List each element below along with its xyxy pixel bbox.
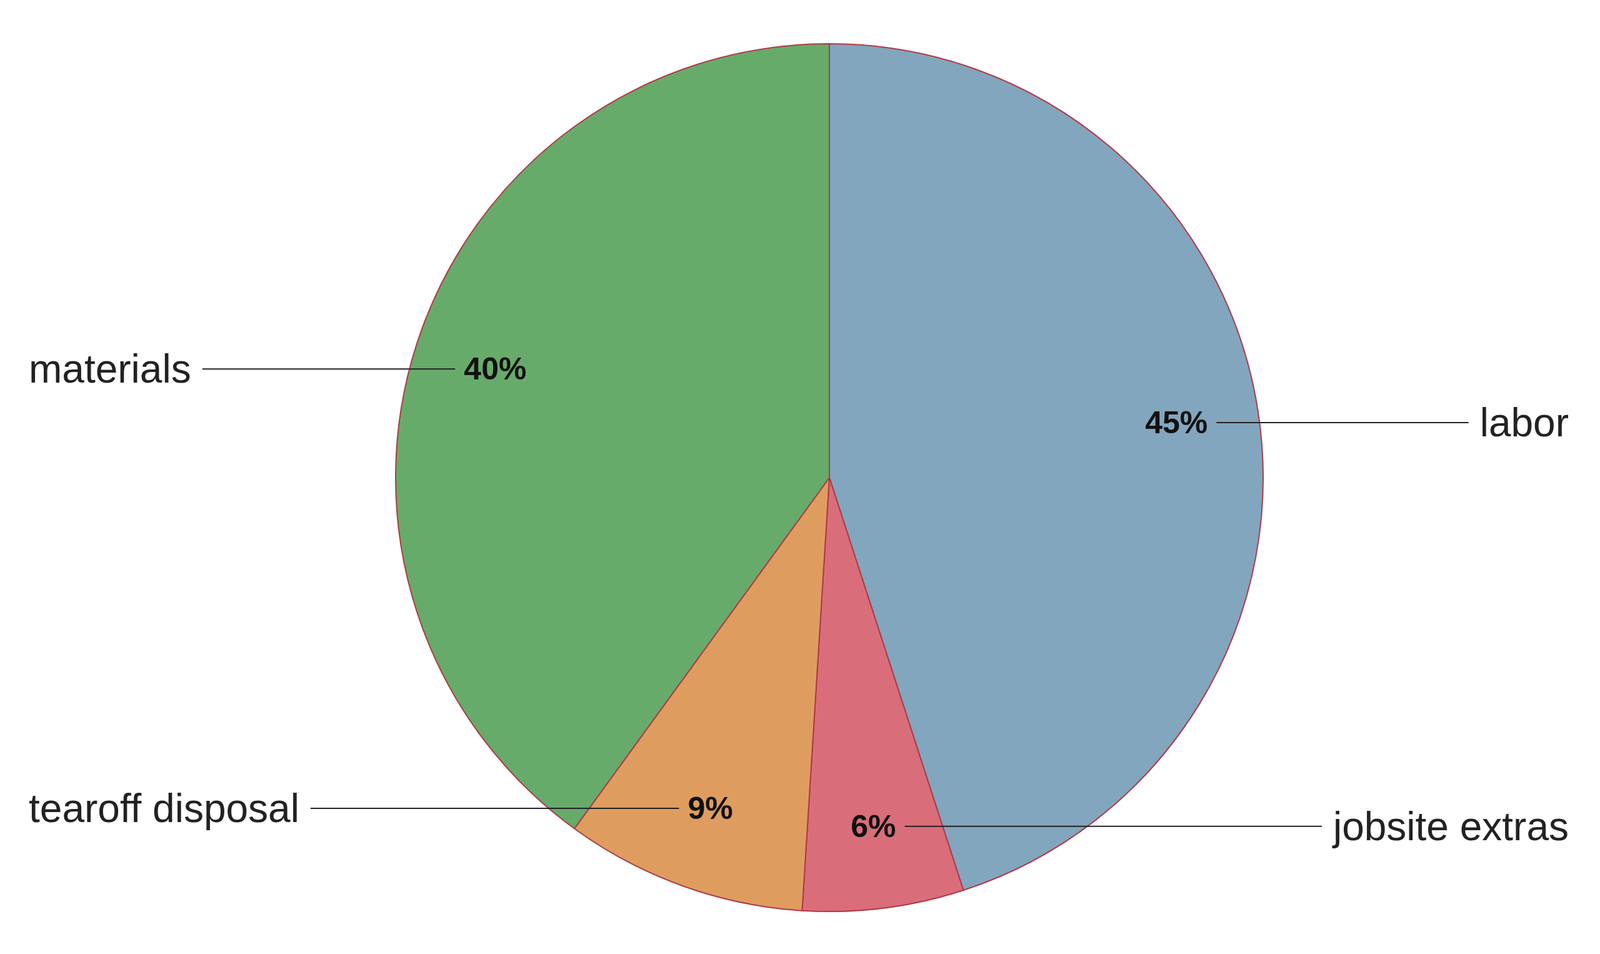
svg-text:45%: 45%: [1145, 405, 1208, 440]
svg-text:materials: materials: [28, 346, 192, 392]
svg-text:6%: 6%: [850, 808, 896, 844]
svg-text:jobsite extras: jobsite extras: [1331, 803, 1569, 849]
svg-text:40%: 40%: [463, 351, 527, 387]
svg-text:tearoff disposal: tearoff disposal: [28, 785, 300, 831]
svg-text:9%: 9%: [687, 790, 733, 826]
svg-text:labor: labor: [1480, 400, 1569, 445]
